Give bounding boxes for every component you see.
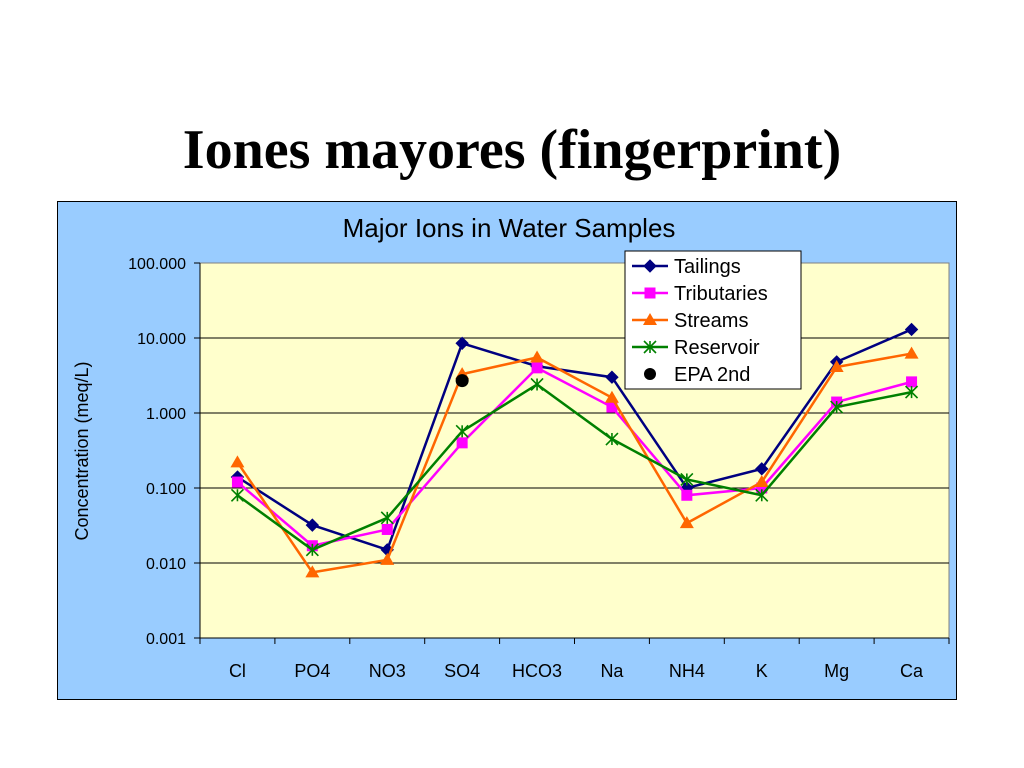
series-tributaries <box>231 362 918 552</box>
x-tick-label: Ca <box>900 661 924 681</box>
plot-area <box>199 262 950 639</box>
data-point-epa-2nd <box>455 374 469 388</box>
data-point-streams <box>904 346 919 359</box>
x-tick-label: PO4 <box>294 661 330 681</box>
x-tick-label: K <box>756 661 768 681</box>
data-point-streams <box>530 350 545 363</box>
x-tick-label: NO3 <box>369 661 406 681</box>
series-layer <box>230 322 919 578</box>
legend-label-streams: Streams <box>674 310 748 332</box>
legend-marker-tributaries <box>644 287 656 299</box>
legend-label-tributaries: Tributaries <box>674 283 768 305</box>
series-line-streams <box>236 352 912 574</box>
legend-label-epa-2nd: EPA 2nd <box>674 364 750 386</box>
major-ions-chart: Major Ions in Water Samples Concentratio… <box>57 201 957 700</box>
legend-marker-streams <box>643 313 657 325</box>
data-point-tailings <box>305 518 320 532</box>
y-tick-label: 1.000 <box>146 406 186 423</box>
y-axis-label: Concentration (meq/L) <box>72 361 92 540</box>
legend-marker-tailings <box>643 259 657 273</box>
data-point-tailings <box>904 322 919 337</box>
data-point-reservoir <box>455 424 469 438</box>
data-point-tailings <box>755 462 769 476</box>
data-point-streams <box>829 360 844 373</box>
chart-container: Major Ions in Water Samples Concentratio… <box>57 201 957 700</box>
x-tick-label: HCO3 <box>512 661 562 681</box>
chart-title: Major Ions in Water Samples <box>343 213 676 243</box>
data-point-tributaries <box>906 376 918 388</box>
legend-label-tailings: Tailings <box>674 256 741 278</box>
data-point-streams <box>754 475 769 488</box>
data-point-reservoir <box>830 400 844 414</box>
data-point-tributaries <box>606 401 618 413</box>
series-streams <box>230 346 919 578</box>
data-point-streams <box>230 455 245 468</box>
y-tick-label: 0.001 <box>146 631 186 648</box>
x-tick-label: Mg <box>824 661 849 681</box>
data-point-tributaries <box>756 482 768 494</box>
data-point-tributaries <box>231 476 243 488</box>
data-point-reservoir <box>605 432 619 446</box>
x-tick-label: NH4 <box>669 661 705 681</box>
y-tick-label: 10.000 <box>137 331 186 348</box>
data-point-reservoir <box>680 472 694 487</box>
series-epa-2nd <box>455 374 469 388</box>
legend-marker-reservoir <box>643 340 657 354</box>
x-tick-label: Cl <box>229 661 246 681</box>
data-point-tailings <box>455 336 469 351</box>
x-tick-label: Na <box>600 661 624 681</box>
data-point-reservoir <box>305 543 319 557</box>
legend-label-reservoir: Reservoir <box>674 337 760 359</box>
data-point-tailings <box>605 370 619 384</box>
series-line-reservoir <box>236 382 912 552</box>
x-tick-label: SO4 <box>444 661 480 681</box>
series-reservoir <box>230 377 919 557</box>
data-point-reservoir <box>530 377 544 392</box>
data-point-reservoir <box>380 511 394 525</box>
data-point-reservoir <box>904 385 919 399</box>
data-point-tributaries <box>531 362 543 374</box>
slide-title: Iones mayores (fingerprint) <box>182 119 842 181</box>
series-line-tributaries <box>236 366 912 548</box>
y-tick-label: 100.000 <box>128 256 186 273</box>
data-point-streams <box>380 552 395 565</box>
data-point-reservoir <box>755 488 769 502</box>
legend: Tailings Tributaries Streams Reservoir EPA 2… <box>624 250 802 390</box>
data-point-tributaries <box>681 489 693 501</box>
y-tick-label: 0.010 <box>146 556 186 573</box>
data-point-reservoir <box>230 488 245 502</box>
data-point-streams <box>679 516 694 529</box>
data-point-streams <box>604 390 619 403</box>
axes: 100.000 10.000 1.000 0.100 0.010 0.001 Cl PO4 NO… <box>128 256 950 681</box>
data-point-tributaries <box>381 523 393 535</box>
data-point-tributaries <box>456 437 468 449</box>
legend-marker-epa-2nd <box>644 368 656 380</box>
data-point-streams <box>305 565 320 578</box>
y-tick-label: 0.100 <box>146 481 186 498</box>
